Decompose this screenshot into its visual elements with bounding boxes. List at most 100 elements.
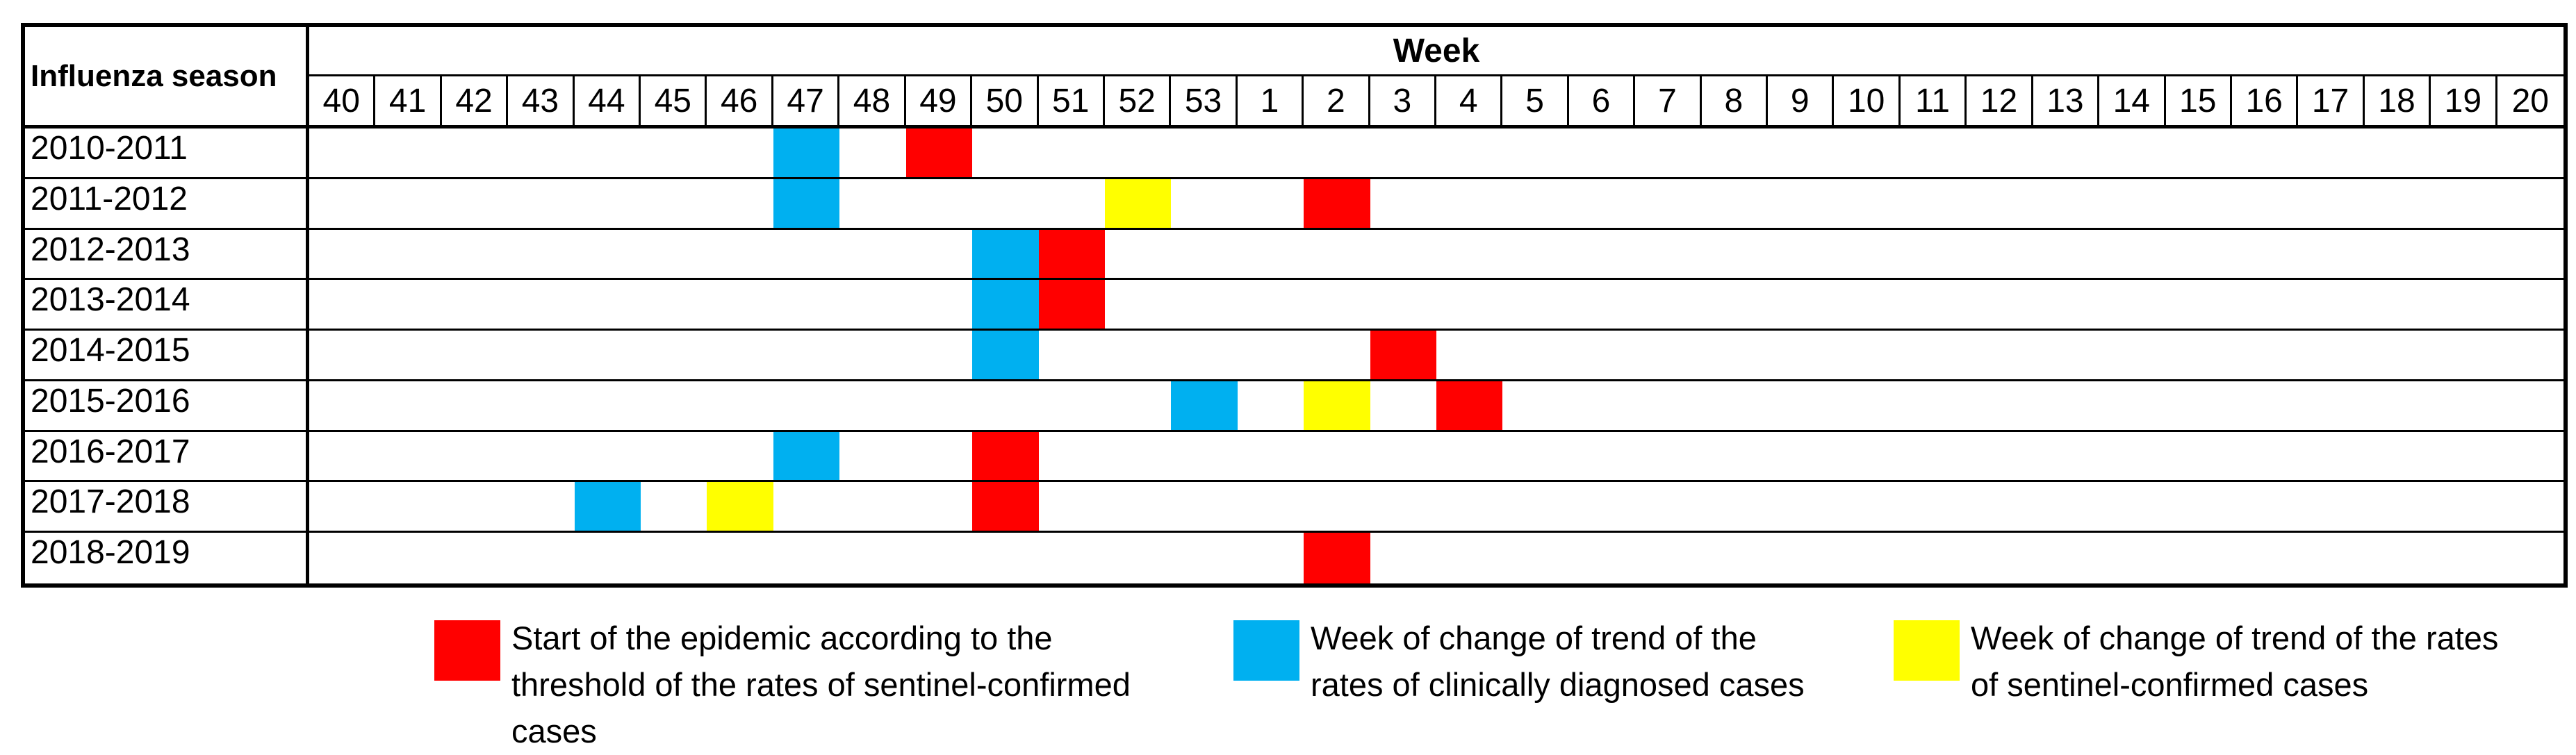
week-cell-2012-2013-w42	[441, 230, 509, 281]
week-number-42: 42	[441, 76, 509, 128]
week-cell-2013-2014-w12	[1967, 280, 2033, 331]
legend-item-clinical-trend-change: Week of change of trend of the rates of …	[1233, 620, 1805, 708]
week-cell-2018-2019-w48	[839, 533, 905, 583]
week-cell-2011-2012-w46	[707, 179, 773, 230]
week-cell-2010-2011-w40	[309, 128, 376, 179]
week-cell-2010-2011-w16	[2231, 128, 2299, 179]
week-cell-2014-2015-w4	[1436, 331, 1503, 381]
sentinel-trend-change-cell-2017-2018-w46	[707, 482, 773, 533]
week-number-53: 53	[1171, 76, 1238, 128]
week-number-11: 11	[1900, 76, 1967, 128]
week-cell-2016-2017-w49	[905, 432, 973, 483]
week-cell-2012-2013-w15	[2165, 230, 2232, 281]
week-cell-2013-2014-w7	[1635, 280, 1702, 331]
week-cell-2017-2018-w17	[2298, 482, 2365, 533]
week-cell-2012-2013-w11	[1900, 230, 1967, 281]
week-cell-2015-2016-w8	[1701, 381, 1769, 432]
week-cell-2018-2019-w9	[1768, 533, 1834, 583]
week-cell-2014-2015-w47	[773, 331, 840, 381]
week-cell-2017-2018-w6	[1568, 482, 1636, 533]
week-cell-2011-2012-w50	[972, 179, 1039, 230]
week-cell-2014-2015-w52	[1104, 331, 1172, 381]
week-cell-2014-2015-w5	[1502, 331, 1569, 381]
epidemic-start-cell-2010-2011-w49	[905, 128, 973, 179]
week-cell-2017-2018-w5	[1502, 482, 1569, 533]
week-cell-2011-2012-w44	[574, 179, 641, 230]
week-cell-2018-2019-w51	[1039, 533, 1105, 583]
week-cell-2010-2011-w42	[441, 128, 509, 179]
week-cell-2014-2015-w18	[2364, 331, 2431, 381]
week-cell-2012-2013-w10	[1834, 230, 1901, 281]
week-cell-2017-2018-w41	[375, 482, 442, 533]
week-number-43: 43	[508, 76, 575, 128]
week-cell-2012-2013-w44	[574, 230, 641, 281]
week-cell-2016-2017-w5	[1502, 432, 1569, 483]
week-cell-2011-2012-w20	[2497, 179, 2563, 230]
week-cell-2011-2012-w9	[1768, 179, 1835, 230]
week-cell-2010-2011-w20	[2497, 128, 2563, 179]
week-cell-2016-2017-w53	[1171, 432, 1238, 483]
legend-item-epidemic-start: Start of the epidemic according to the t…	[434, 620, 1131, 754]
clinical-trend-change-cell-2014-2015-w50	[972, 331, 1039, 381]
week-number-3: 3	[1370, 76, 1436, 128]
epidemic-start-cell-2017-2018-w50	[972, 482, 1039, 533]
week-number-8: 8	[1701, 76, 1769, 128]
sentinel-trend-change-cell-2015-2016-w2	[1304, 381, 1370, 432]
week-cell-2013-2014-w46	[707, 280, 773, 331]
epidemic-start-cell-2012-2013-w51	[1038, 229, 1105, 281]
week-cell-2012-2013-w12	[1967, 230, 2033, 281]
week-cell-2017-2018-w3	[1370, 482, 1436, 533]
week-cell-2013-2014-w3	[1370, 280, 1436, 331]
week-cell-2010-2011-w51	[1038, 128, 1105, 179]
season-label-2017-2018: 2017-2018	[25, 482, 309, 533]
season-label-2016-2017: 2016-2017	[25, 431, 309, 483]
week-cell-2015-2016-w20	[2497, 381, 2563, 432]
week-number-16: 16	[2231, 76, 2299, 128]
week-cell-2014-2015-w6	[1568, 331, 1636, 381]
week-cell-2014-2015-w45	[641, 331, 707, 381]
week-cell-2014-2015-w41	[375, 331, 442, 381]
week-cell-2013-2014-w42	[441, 280, 509, 331]
week-cell-2018-2019-w52	[1105, 533, 1171, 583]
week-cell-2012-2013-w45	[641, 230, 707, 281]
week-cell-2010-2011-w46	[707, 128, 773, 179]
week-cell-2014-2015-w17	[2298, 331, 2365, 381]
week-cell-2011-2012-w45	[641, 179, 707, 230]
week-cell-2013-2014-w20	[2497, 280, 2563, 331]
week-cell-2010-2011-w11	[1900, 128, 1967, 179]
week-cell-2014-2015-w16	[2231, 331, 2299, 381]
week-cell-2011-2012-w16	[2231, 179, 2299, 230]
season-label-2018-2019: 2018-2019	[25, 533, 309, 583]
week-cell-2011-2012-w5	[1502, 179, 1569, 230]
week-cell-2015-2016-w46	[707, 381, 773, 432]
week-cell-2013-2014-w44	[574, 280, 641, 331]
week-cell-2012-2013-w20	[2497, 230, 2563, 281]
week-cell-2012-2013-w13	[2033, 230, 2100, 281]
week-cell-2012-2013-w14	[2099, 230, 2166, 281]
clinical-trend-change-cell-2011-2012-w47	[773, 179, 840, 230]
week-cell-2016-2017-w8	[1701, 432, 1769, 483]
week-number-4: 4	[1436, 76, 1503, 128]
week-cell-2014-2015-w19	[2431, 331, 2497, 381]
week-cell-2013-2014-w1	[1237, 280, 1304, 331]
week-cell-2015-2016-w16	[2231, 381, 2299, 432]
week-cell-2016-2017-w48	[839, 432, 906, 483]
week-cell-2018-2019-w16	[2232, 533, 2298, 583]
week-cell-2011-2012-w42	[441, 179, 509, 230]
week-cell-2010-2011-w5	[1502, 128, 1569, 179]
week-cell-2013-2014-w14	[2099, 280, 2166, 331]
season-label-2012-2013: 2012-2013	[25, 229, 309, 281]
clinical-trend-change-cell-2016-2017-w47	[773, 431, 840, 483]
week-cell-2016-2017-w9	[1768, 432, 1835, 483]
week-cell-2011-2012-w41	[375, 179, 442, 230]
clinical-trend-change-cell-2015-2016-w53	[1171, 381, 1238, 432]
week-cell-2012-2013-w19	[2431, 230, 2497, 281]
week-cell-2018-2019-w5	[1502, 533, 1568, 583]
week-cell-2011-2012-w48	[839, 179, 906, 230]
week-cell-2017-2018-w40	[309, 482, 376, 533]
week-cell-2013-2014-w10	[1834, 280, 1901, 331]
week-number-18: 18	[2364, 76, 2431, 128]
week-cell-2015-2016-w18	[2364, 381, 2431, 432]
epidemic-start-cell-2016-2017-w50	[972, 431, 1039, 483]
week-cell-2013-2014-w43	[508, 280, 575, 331]
